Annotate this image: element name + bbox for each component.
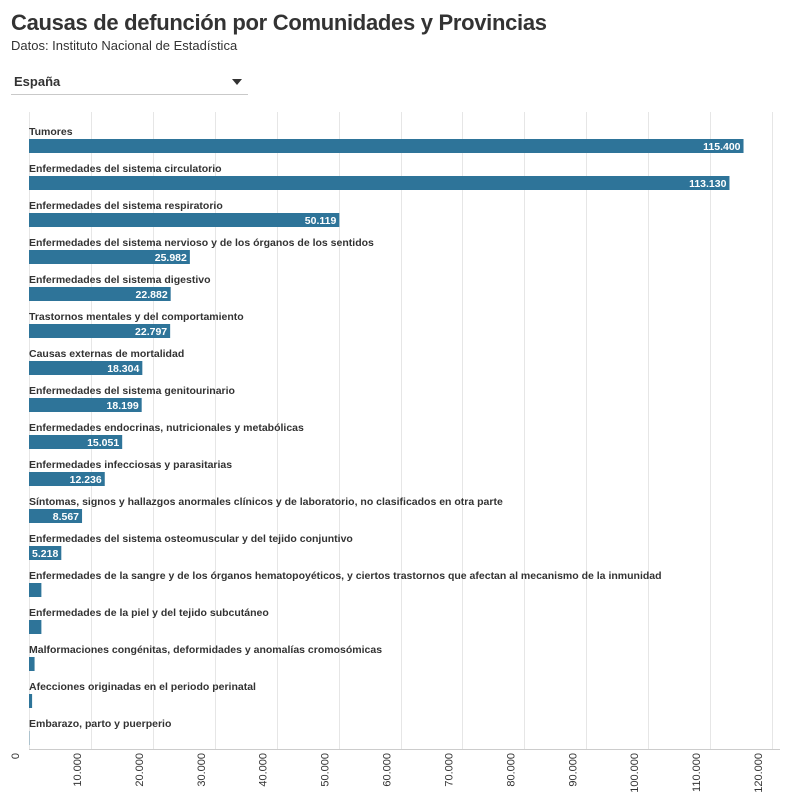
bar (29, 509, 83, 523)
x-tick-label: 30.000 (196, 753, 208, 787)
x-tick-label: 10.000 (72, 753, 84, 787)
category-label: Embarazo, parto y puerperio (29, 718, 171, 730)
bar (29, 472, 105, 486)
bar (29, 287, 171, 301)
x-tick-label: 120.000 (753, 753, 765, 793)
chevron-down-icon (232, 79, 242, 85)
value-label: 50.119 (305, 215, 337, 227)
bar (29, 176, 730, 190)
x-tick-label: 60.000 (382, 753, 394, 787)
category-label: Enfermedades del sistema genitourinario (29, 385, 235, 397)
value-label: 113.130 (689, 178, 727, 190)
bar (29, 583, 42, 597)
x-tick-label: 50.000 (320, 753, 332, 787)
value-label: 25.982 (155, 252, 187, 264)
category-label: Tumores (29, 126, 73, 138)
x-tick-label: 100.000 (629, 753, 641, 793)
region-select[interactable]: España (11, 69, 248, 95)
category-label: Enfermedades del sistema circulatorio (29, 163, 222, 175)
category-label: Causas externas de mortalidad (29, 348, 184, 360)
bar (29, 657, 35, 671)
category-label: Trastornos mentales y del comportamiento (29, 311, 244, 323)
category-label: Afecciones originadas en el periodo peri… (29, 681, 256, 693)
category-label: Enfermedades de la piel y del tejido sub… (29, 607, 269, 619)
chart-title: Causas de defunción por Comunidades y Pr… (11, 10, 547, 35)
category-label: Enfermedades del sistema digestivo (29, 274, 210, 286)
bar (29, 213, 340, 227)
category-label: Enfermedades infecciosas y parasitarias (29, 459, 232, 471)
x-tick-label: 80.000 (505, 753, 517, 787)
value-label: 115.400 (703, 141, 741, 153)
value-label: 18.199 (107, 400, 139, 412)
bar (29, 139, 744, 153)
x-tick-label: 40.000 (258, 753, 270, 787)
value-label: 18.304 (107, 363, 139, 375)
category-label: Síntomas, signos y hallazgos anormales c… (29, 496, 503, 508)
x-tick-label: 20.000 (134, 753, 146, 787)
category-label: Enfermedades endocrinas, nutricionales y… (29, 422, 304, 434)
x-tick-label: 110.000 (691, 753, 703, 792)
value-label: 12.236 (70, 474, 102, 486)
bar (29, 398, 142, 412)
bar (29, 620, 42, 634)
value-label: 22.882 (136, 289, 168, 301)
bar (29, 694, 33, 708)
value-label: 15.051 (87, 437, 119, 449)
bar (29, 361, 143, 375)
x-tick-label: 0 (10, 753, 22, 759)
chart-subtitle: Datos: Instituto Nacional de Estadística (11, 38, 238, 53)
region-select-value: España (14, 74, 61, 89)
bar (29, 546, 62, 560)
category-label: Enfermedades del sistema respiratorio (29, 200, 223, 212)
value-label: 5.218 (32, 548, 58, 560)
value-label: 8.567 (53, 511, 79, 523)
category-label: Enfermedades del sistema osteomuscular y… (29, 533, 353, 545)
bar (29, 324, 171, 338)
category-label: Enfermedades del sistema nervioso y de l… (29, 237, 374, 249)
x-tick-label: 90.000 (567, 753, 579, 787)
value-label: 22.797 (135, 326, 167, 338)
x-axis: 0 10.000 20.000 30.000 40.000 50.000 60.000 70.… (10, 749, 780, 793)
x-tick-label: 70.000 (443, 753, 455, 787)
category-label: Enfermedades de la sangre y de los órgan… (29, 570, 662, 582)
bar (29, 435, 123, 449)
category-label: Malformaciones congénitas, deformidades … (29, 644, 382, 656)
bars: Tumores 115.400 Enfermedades del sistema c… (29, 126, 744, 745)
bar (29, 250, 190, 264)
